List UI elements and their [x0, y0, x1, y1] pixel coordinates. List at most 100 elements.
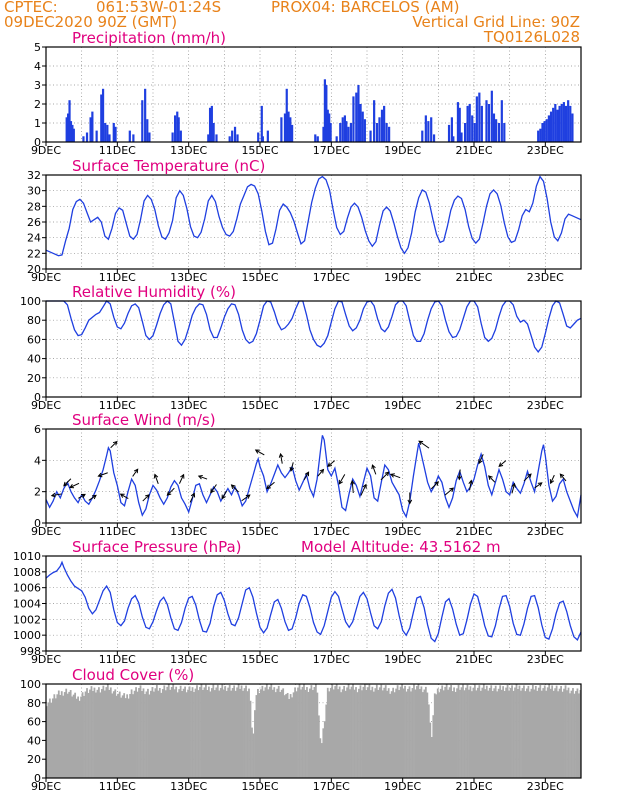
cloud-bar [109, 687, 112, 778]
cloud-xtick-label: 17DEC [313, 780, 350, 793]
cloud-bar [252, 733, 255, 778]
precip-bar [369, 130, 372, 142]
temp-ytick-label: 32 [27, 169, 41, 182]
cloud-bar [202, 689, 204, 778]
cloud-xtick-label: 11DEC [99, 780, 136, 793]
cloud-bar [246, 691, 249, 778]
precip-bar [67, 113, 70, 142]
rh-xtick-label: 17DEC [313, 399, 350, 412]
wind-vector-head [549, 479, 555, 485]
wind-xtick-label: 15DEC [241, 525, 278, 538]
cloud-bar [549, 688, 552, 778]
cloud-bar [512, 690, 515, 778]
cloud-bar [154, 688, 157, 778]
cloud-bar [139, 685, 142, 778]
pressure-xtick-label: 13DEC [170, 653, 207, 666]
wind-vector [351, 480, 354, 494]
precip-bar [487, 104, 491, 142]
cloud-bar [234, 690, 237, 778]
cloud-bar [257, 688, 259, 778]
cloud-bar [564, 685, 567, 778]
cloud-bar [325, 704, 328, 778]
cloud-bar [419, 689, 421, 778]
precip-bar [179, 130, 182, 142]
cloud-bar [488, 687, 491, 778]
cloud-bar [96, 689, 99, 778]
wind-vector [221, 490, 227, 499]
cloud-bar [552, 690, 555, 778]
cloud-bar [254, 710, 256, 778]
cloud-bar [551, 685, 554, 778]
cloud-bar [536, 690, 539, 778]
precip-bar [424, 115, 427, 142]
header-coords: 061:53W-01:24S [96, 0, 222, 16]
wind-vector [98, 472, 108, 477]
cloud-bar [289, 694, 292, 778]
cloud-bar [144, 694, 146, 778]
cloud-bar [175, 686, 178, 778]
cloud-bar [242, 690, 244, 778]
wind-vector [418, 440, 430, 449]
cloud-bar [288, 699, 291, 778]
pressure-frame [45, 555, 582, 652]
precip-bar [207, 134, 210, 142]
cloud-bar [460, 687, 463, 778]
temp-ytick-label: 30 [27, 185, 41, 198]
precip-bar [91, 111, 94, 142]
cloud-bar [273, 687, 276, 778]
cloud-bar [215, 687, 218, 778]
cloud-bar [194, 688, 197, 778]
temp-line [45, 175, 582, 257]
cloud-bar [196, 685, 198, 778]
precip-bar [233, 126, 237, 142]
cloud-bar [320, 743, 323, 778]
cloud-bar [292, 692, 295, 778]
cloud-bar [286, 692, 289, 778]
wind-vector [488, 475, 496, 483]
pressure-xtick-label: 21DEC [455, 653, 492, 666]
cloud-bar [199, 686, 201, 778]
cloud-bar [124, 698, 127, 778]
cloud-bar [482, 684, 485, 778]
precip-bar [228, 136, 231, 142]
precip-bar [72, 128, 75, 142]
wind-title: Surface Wind (m/s) [72, 411, 216, 429]
precip-bar [231, 130, 234, 142]
wind-vector [266, 481, 275, 489]
cloud-bar [279, 691, 282, 778]
precip-bar [560, 104, 563, 142]
precip-bar [460, 132, 463, 142]
wind-vector [88, 495, 97, 501]
cloud-bar [481, 687, 484, 778]
precip-bar [480, 105, 483, 142]
cloud-bar [50, 702, 53, 778]
wind-vector-head [511, 482, 516, 488]
wind-vector-head [384, 471, 390, 477]
cloud-bar [515, 684, 518, 778]
wind-vector-head [80, 493, 86, 499]
precip-bar [345, 121, 348, 142]
cloud-bar [163, 685, 166, 778]
temp-xtick-label: 9DEC [31, 271, 61, 284]
precip-bar [539, 128, 542, 142]
cloud-bar [141, 691, 143, 778]
precip-bar [335, 136, 338, 142]
pressure-xtick-label: 19DEC [384, 653, 421, 666]
wind-xtick-label: 9DEC [31, 525, 61, 538]
wind-vector [231, 484, 239, 493]
precip-bar [326, 109, 329, 142]
cloud-bar [48, 698, 51, 778]
cloud-bar [341, 689, 344, 778]
rh-title: Relative Humidity (%) [72, 283, 236, 301]
rh-xtick-label: 19DEC [384, 399, 421, 412]
wind-vector [317, 469, 324, 477]
precip-bar [543, 121, 546, 142]
cloud-bar [173, 689, 176, 778]
cloud-bar [411, 688, 414, 778]
cloud-bar [136, 691, 139, 778]
temp-ytick-label: 24 [27, 232, 41, 245]
precip-bar [266, 130, 269, 142]
cloud-bar [355, 687, 357, 778]
cloud-bar [230, 690, 233, 778]
cloud-bar [303, 684, 305, 778]
